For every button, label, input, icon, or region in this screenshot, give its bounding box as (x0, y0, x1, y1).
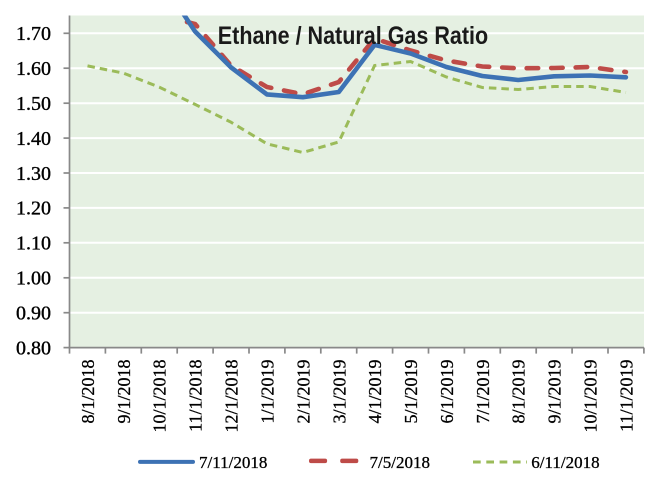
svg-text:9/1/2019: 9/1/2019 (545, 360, 565, 424)
svg-text:8/1/2018: 8/1/2018 (78, 360, 98, 424)
svg-text:1.60: 1.60 (16, 58, 51, 80)
svg-text:7/11/2018: 7/11/2018 (199, 453, 267, 472)
svg-text:1/1/2019: 1/1/2019 (257, 360, 277, 424)
svg-text:6/1/2019: 6/1/2019 (437, 360, 457, 424)
svg-text:11/1/2018: 11/1/2018 (186, 360, 206, 432)
svg-text:1.30: 1.30 (16, 163, 51, 185)
svg-text:1.00: 1.00 (16, 268, 51, 290)
svg-text:1.20: 1.20 (16, 198, 51, 220)
svg-text:7/5/2018: 7/5/2018 (370, 453, 430, 472)
svg-text:12/1/2018: 12/1/2018 (222, 360, 242, 433)
svg-text:Ethane / Natural Gas Ratio: Ethane / Natural Gas Ratio (218, 22, 488, 50)
svg-text:1.50: 1.50 (16, 93, 51, 115)
svg-text:10/1/2019: 10/1/2019 (581, 360, 601, 433)
svg-text:11/1/2019: 11/1/2019 (616, 360, 636, 432)
svg-text:1.70: 1.70 (16, 23, 51, 45)
svg-text:0.90: 0.90 (16, 303, 51, 325)
svg-text:2/1/2019: 2/1/2019 (293, 360, 313, 424)
svg-text:5/1/2019: 5/1/2019 (401, 360, 421, 424)
svg-text:0.80: 0.80 (16, 337, 51, 359)
svg-text:3/1/2019: 3/1/2019 (329, 360, 349, 424)
svg-text:1.10: 1.10 (16, 233, 51, 255)
svg-text:6/11/2018: 6/11/2018 (531, 453, 599, 472)
svg-text:1.40: 1.40 (16, 128, 51, 150)
svg-text:4/1/2019: 4/1/2019 (365, 360, 385, 424)
svg-text:9/1/2018: 9/1/2018 (114, 360, 134, 424)
svg-text:10/1/2018: 10/1/2018 (150, 360, 170, 433)
svg-text:7/1/2019: 7/1/2019 (473, 360, 493, 424)
svg-text:8/1/2019: 8/1/2019 (509, 360, 529, 424)
